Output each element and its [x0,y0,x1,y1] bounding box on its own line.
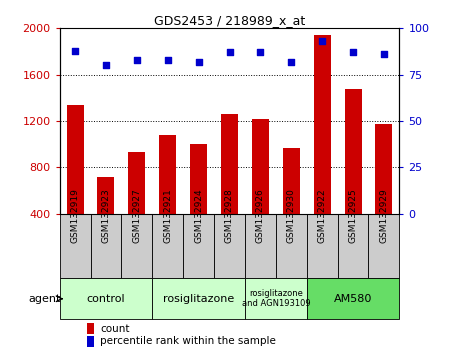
Text: rosiglitazone
and AGN193109: rosiglitazone and AGN193109 [241,289,310,308]
Bar [60,213,90,278]
Point [380,51,387,57]
Bar [122,213,152,278]
Point [257,50,264,55]
Bar [67,105,84,213]
Text: control: control [87,294,125,304]
Point [319,39,326,44]
Text: GSM132922: GSM132922 [318,188,327,243]
Text: GSM132923: GSM132923 [101,188,111,243]
Bar [90,213,122,278]
Text: GSM132927: GSM132927 [132,188,141,243]
Point [226,50,233,55]
Point [102,63,110,68]
Bar [307,213,337,278]
Point [288,59,295,64]
Text: count: count [101,324,130,334]
Text: GSM132928: GSM132928 [225,188,234,243]
Text: GSM132926: GSM132926 [256,188,265,243]
Text: GSM132930: GSM132930 [287,188,296,243]
Bar [283,148,300,213]
Bar [159,135,176,213]
Bar [369,213,399,278]
Bar [129,152,146,213]
Bar [190,144,207,213]
Bar [313,35,330,213]
Text: GSM132925: GSM132925 [348,188,358,243]
Text: GSM132924: GSM132924 [194,188,203,243]
Bar [245,213,276,278]
Bar [345,88,362,213]
Text: GSM132921: GSM132921 [163,188,172,243]
Bar [214,213,245,278]
Bar [221,114,238,213]
Point [133,57,140,63]
Bar [245,278,307,319]
Bar [87,336,94,347]
Text: percentile rank within the sample: percentile rank within the sample [101,336,276,346]
Bar [152,278,245,319]
Bar [152,213,183,278]
Bar [87,323,94,335]
Bar [97,177,114,213]
Point [349,50,357,55]
Text: agent: agent [28,294,60,304]
Text: GSM132929: GSM132929 [380,188,388,243]
Bar [276,213,307,278]
Bar [183,213,214,278]
Bar [375,124,392,213]
Point [164,57,171,63]
Bar [307,278,399,319]
Text: rosiglitazone: rosiglitazone [163,294,234,304]
Text: GSM132919: GSM132919 [71,188,79,243]
Bar [252,119,269,213]
Title: GDS2453 / 218989_x_at: GDS2453 / 218989_x_at [154,14,305,27]
Bar [60,278,152,319]
Text: AM580: AM580 [334,294,372,304]
Point [72,48,79,53]
Point [195,59,202,64]
Bar [337,213,369,278]
